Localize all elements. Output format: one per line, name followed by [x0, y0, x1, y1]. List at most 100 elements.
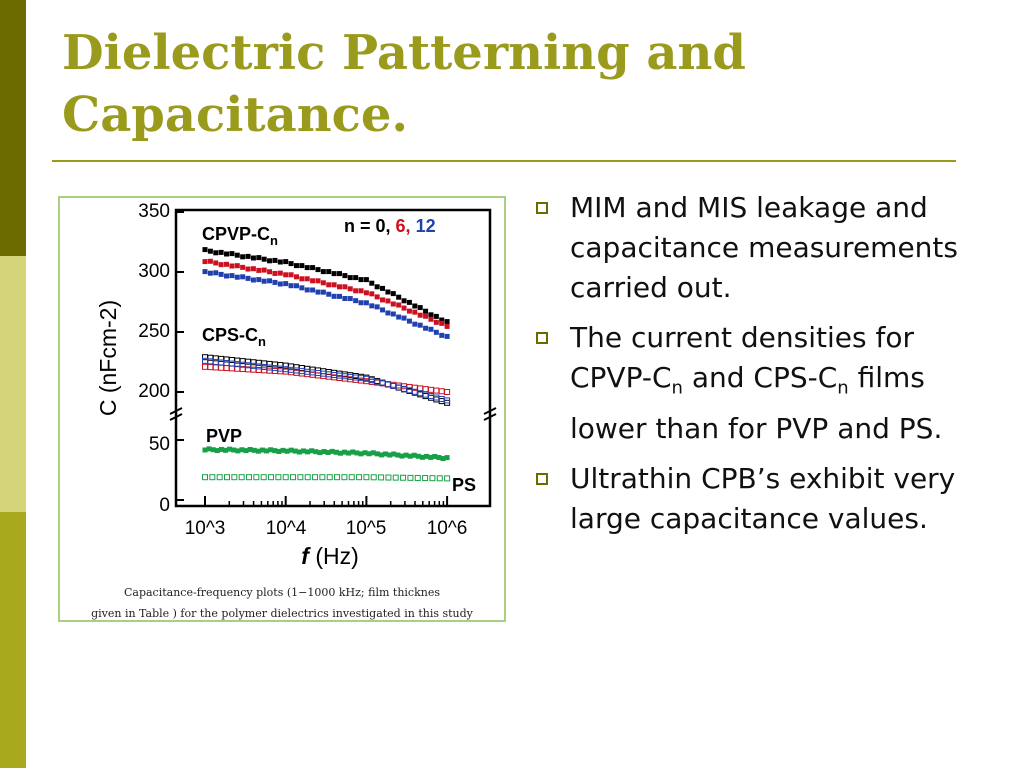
data-point [234, 252, 240, 258]
data-point [444, 455, 450, 461]
data-point [253, 474, 260, 481]
data-point [218, 364, 225, 371]
series-cpvp-cn-n0 [202, 247, 450, 325]
data-point [411, 452, 417, 458]
series-cps-cn-n12 [202, 357, 451, 404]
data-point [266, 364, 273, 371]
data-point [313, 449, 319, 455]
data-point [417, 385, 424, 392]
data-point [427, 394, 434, 401]
square-bullet-icon [536, 472, 548, 485]
data-point [207, 358, 214, 365]
data-point [299, 285, 305, 291]
x-axis-label: f (Hz) [301, 543, 359, 569]
data-point [271, 361, 278, 368]
x-axis-label-unit: (Hz) [315, 543, 358, 569]
data-point [229, 263, 235, 269]
data-point [261, 360, 268, 367]
data-point [272, 279, 278, 285]
bullet-text: MIM and MIS leakage and capacitance meas… [570, 191, 958, 304]
data-point [363, 290, 369, 296]
data-point [396, 302, 402, 308]
data-point [385, 474, 392, 481]
data-point [288, 272, 294, 278]
data-point [337, 284, 342, 290]
data-point [238, 474, 245, 481]
data-point [245, 358, 252, 365]
data-point [228, 365, 235, 372]
figure-caption: Capacitance-frequency plots (1−1000 kHz;… [60, 582, 504, 624]
data-point [433, 329, 439, 335]
data-point [228, 360, 235, 367]
data-point [423, 308, 429, 314]
data-point [380, 307, 386, 313]
data-point [239, 447, 245, 453]
data-point [256, 255, 262, 261]
data-point [369, 303, 375, 309]
data-point [227, 446, 233, 452]
sidebar-segment-mid [0, 512, 26, 768]
data-point [288, 447, 294, 453]
data-point [422, 391, 429, 398]
data-point [363, 474, 370, 481]
data-point [298, 365, 305, 371]
data-point [292, 448, 298, 454]
data-point [342, 449, 348, 455]
data-point [396, 314, 402, 320]
data-point [213, 270, 219, 276]
data-point [342, 273, 348, 279]
data-point [353, 288, 359, 294]
data-point [337, 271, 342, 277]
legend-n6: 6, [396, 216, 411, 236]
data-point [255, 448, 261, 454]
x-tick-label-1e5: 10^5 [346, 518, 387, 539]
data-point [433, 313, 439, 319]
data-point [218, 249, 224, 255]
data-point [277, 259, 283, 265]
data-point [407, 474, 414, 481]
data-point [406, 308, 412, 314]
data-point [202, 247, 208, 253]
data-point [387, 452, 393, 458]
data-point [288, 363, 295, 370]
data-point [321, 449, 327, 455]
data-point [374, 284, 380, 290]
data-point [380, 297, 386, 303]
data-point [310, 278, 316, 284]
data-point [310, 265, 316, 271]
legend-prefix: n = [344, 216, 376, 236]
capacitance-frequency-chart: 350 300 250 200 50 0 10^3 10^4 10^5 10^6… [95, 201, 497, 569]
data-point [432, 453, 438, 459]
data-point [305, 449, 311, 455]
data-point [212, 358, 219, 365]
data-point [224, 261, 230, 267]
data-point [424, 453, 430, 459]
data-point [255, 363, 262, 370]
data-point [444, 397, 451, 404]
data-point [245, 266, 251, 272]
data-point [428, 312, 434, 318]
data-point [337, 450, 343, 456]
data-point [390, 311, 396, 317]
caption-line-1: Capacitance-frequency plots (1−1000 kHz;… [123, 586, 440, 599]
data-point [407, 453, 413, 459]
title-divider [52, 160, 956, 162]
data-point [246, 474, 253, 481]
data-point [391, 451, 397, 457]
data-point [234, 357, 241, 364]
data-point [267, 269, 273, 275]
data-point [433, 387, 440, 394]
data-point [444, 319, 450, 325]
data-point [250, 359, 257, 366]
data-point [439, 320, 445, 326]
data-point [261, 278, 267, 284]
data-point [223, 365, 230, 372]
y-axis-break-right [483, 407, 497, 421]
legend-n12: 12 [416, 216, 436, 236]
data-point [385, 310, 391, 316]
bullet-item: MIM and MIS leakage and capacitance meas… [532, 188, 972, 308]
data-point [326, 474, 333, 481]
data-point [353, 298, 359, 304]
data-point [275, 474, 282, 481]
data-point [392, 474, 399, 481]
